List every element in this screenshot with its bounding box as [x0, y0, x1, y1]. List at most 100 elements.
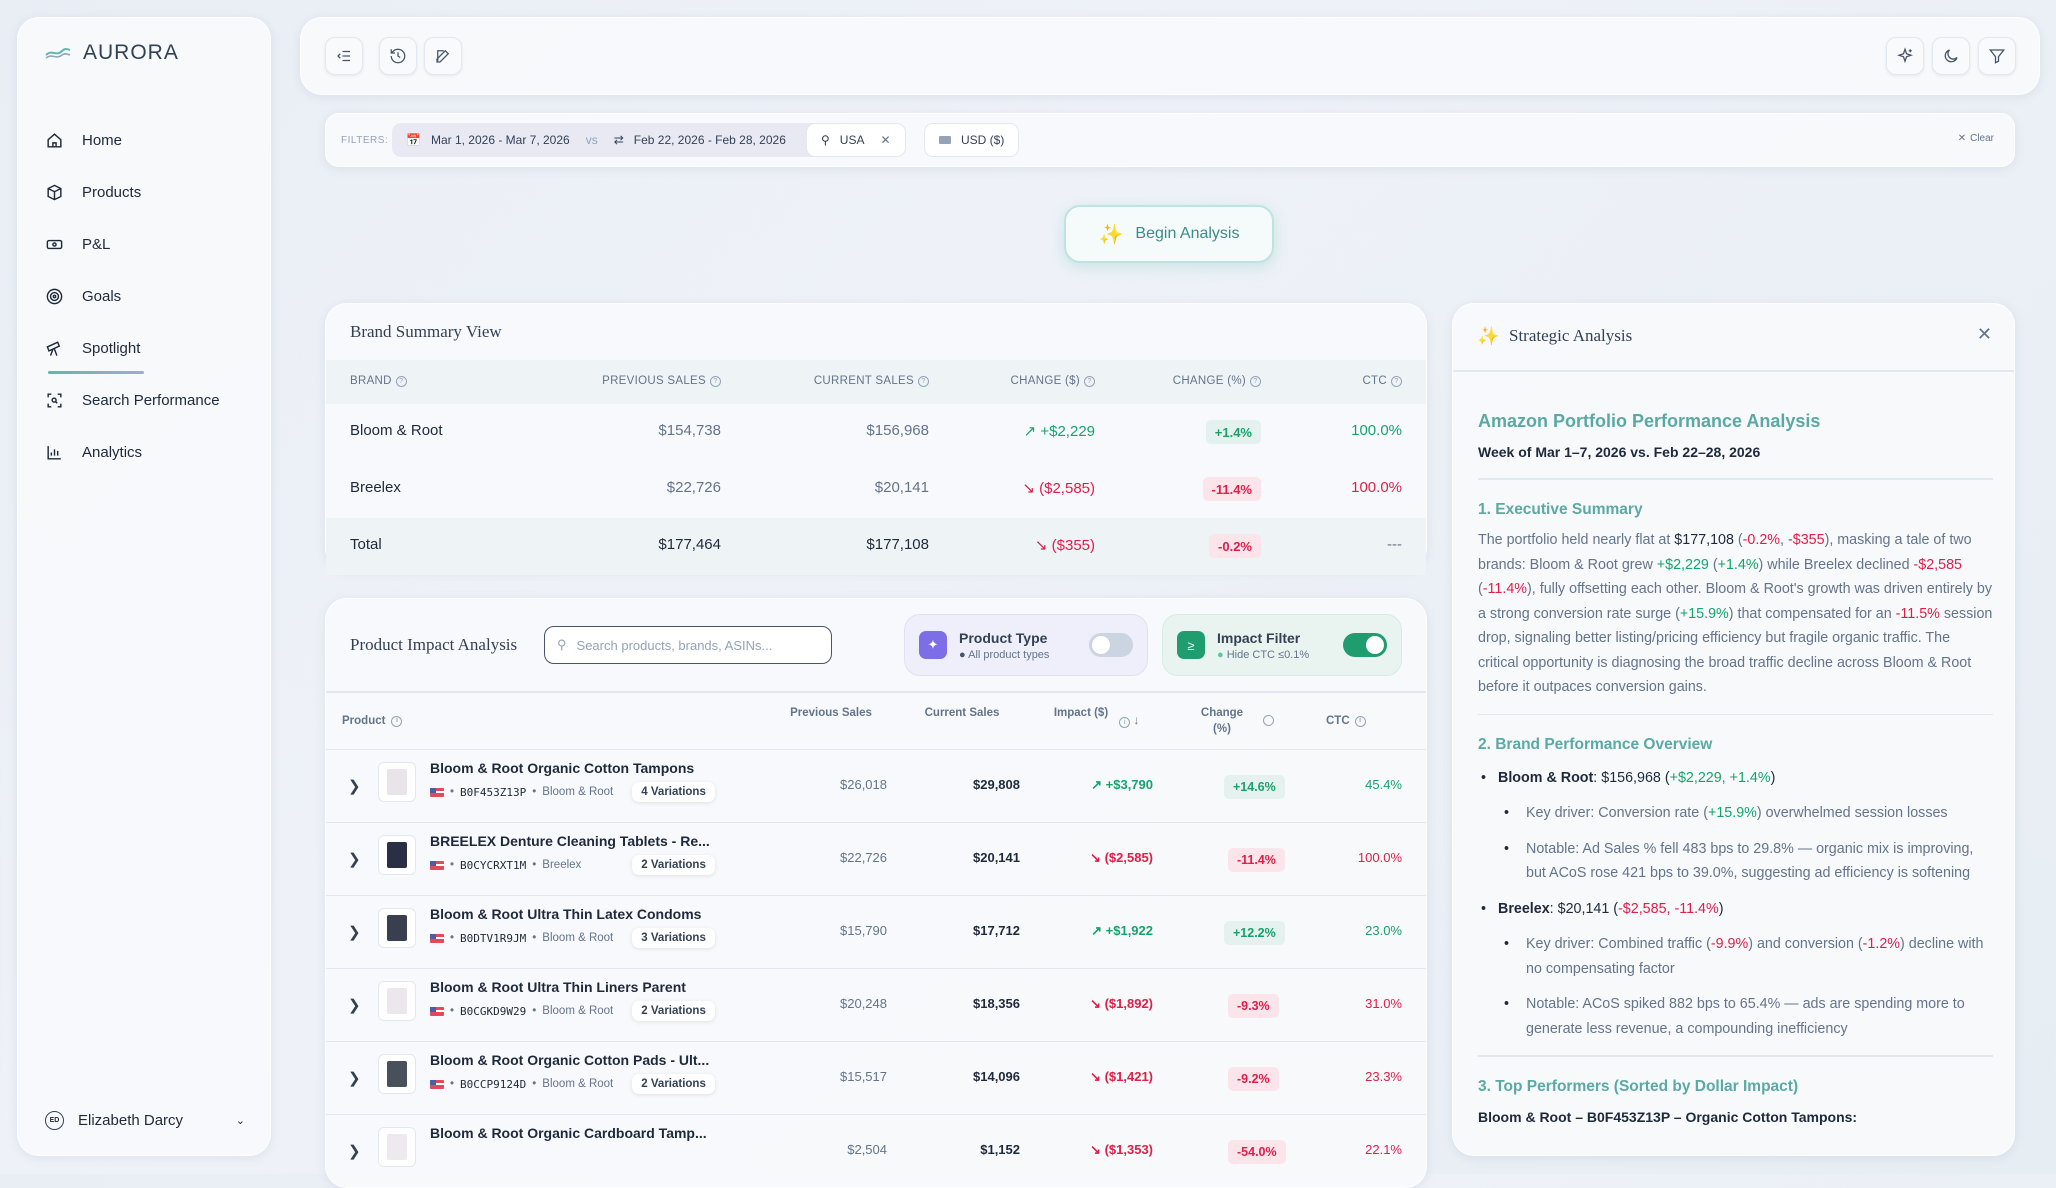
impact: +$1,922 [1105, 923, 1153, 938]
ctc-value: 100.0% [1351, 479, 1402, 496]
begin-analysis-button[interactable]: ✨ Begin Analysis [1064, 205, 1274, 263]
product-type-sub: All product types [968, 648, 1050, 661]
history-button[interactable] [379, 37, 417, 75]
remove-country-filter-icon[interactable]: ✕ [880, 133, 891, 147]
bullet-bloom-notable: Notable: Ad Sales % fell 483 bps to 29.8… [1478, 837, 1993, 886]
analysis-subheading: Week of Mar 1–7, 2026 vs. Feb 22–28, 202… [1478, 443, 1761, 460]
brand-row[interactable]: Breelex $22,726 $20,141 ↘ ($2,585) -11.4% 100… [326, 461, 1426, 518]
close-panel-button[interactable]: ✕ [1976, 324, 1992, 344]
impact: ($1,353) [1104, 1142, 1153, 1157]
sidebar-item-home[interactable]: Home [45, 131, 122, 150]
sidebar-item-products[interactable]: Products [45, 183, 141, 202]
product-row[interactable]: ❯ BREELEX Denture Cleaning Tablets - Re..… [326, 822, 1426, 895]
brand-name: Total [350, 536, 382, 553]
collapse-sidebar-button[interactable] [325, 37, 363, 75]
variations-badge[interactable]: 3 Variations [632, 928, 715, 948]
expand-row-chevron-icon[interactable]: ❯ [348, 1143, 361, 1160]
variations-badge[interactable]: 2 Variations [632, 1074, 715, 1094]
product-name: Bloom & Root Organic Cotton Tampons [430, 760, 695, 776]
wave-logo-icon [45, 48, 71, 59]
clear-label: Clear [1970, 133, 1994, 144]
text-segment: -$2,585 [1913, 556, 1963, 573]
ctc-value: 100.0% [1351, 422, 1402, 439]
brand-row[interactable]: Total $177,464 $177,108 ↘ ($355) -0.2% --- [326, 518, 1426, 575]
user-menu[interactable]: ED Elizabeth Darcy ⌄ [45, 1111, 245, 1130]
change-amount: ($355) [1051, 537, 1095, 554]
bullet-bloom-driver: Key driver: Conversion rate (+15.9%) ove… [1478, 801, 1993, 826]
asin: B0DTV1R9JM [460, 931, 527, 945]
change-pct-badge: +1.4% [1205, 420, 1261, 444]
trend-icon: ↘ [1034, 537, 1048, 554]
brand: Bloom & Root [542, 932, 614, 944]
app-logo[interactable]: AURORA [45, 41, 179, 65]
product-row[interactable]: ❯ Bloom & Root Organic Cotton Pads - Ult.… [326, 1041, 1426, 1114]
sidebar-item-goals[interactable]: Goals [45, 287, 121, 306]
sort-desc-icon[interactable]: i ↓ [1119, 713, 1139, 728]
col-header: BRAND? [350, 375, 407, 387]
sidebar-item-p-l[interactable]: P&L [45, 235, 110, 254]
sidebar-item-spotlight[interactable]: Spotlight [45, 339, 140, 358]
change-pct-badge: -54.0% [1228, 1140, 1286, 1164]
currency-filter[interactable]: USD ($) [924, 123, 1020, 157]
trend-icon: ↘ [1090, 1142, 1101, 1157]
sidebar-item-label: Products [82, 184, 142, 201]
ctc-value: 23.3% [1365, 1069, 1402, 1084]
previous-sales: $20,248 [840, 996, 887, 1011]
variations-badge[interactable]: 2 Variations [632, 855, 715, 875]
brand-row[interactable]: Bloom & Root $154,738 $156,968 ↗ +$2,229 +1.… [326, 404, 1426, 461]
sidebar: AURORA Home Products P&L Goals Spotlight Sear… [17, 17, 271, 1156]
impact: +$3,790 [1105, 777, 1153, 792]
text-segment: ) [1770, 769, 1776, 786]
clear-filters-button[interactable]: ✕ Clear [1958, 133, 1994, 144]
expand-row-chevron-icon[interactable]: ❯ [348, 778, 361, 795]
text-segment: -$355 [1787, 532, 1825, 548]
product-row[interactable]: ❯ Bloom & Root Organic Cardboard Tamp... $… [326, 1114, 1426, 1187]
currency-icon [939, 136, 951, 144]
variations-badge[interactable]: 4 Variations [632, 782, 715, 802]
ai-sparkle-button[interactable] [1886, 37, 1924, 75]
variations-badge[interactable]: 2 Variations [632, 1001, 715, 1021]
previous-sales: $177,464 [658, 536, 721, 553]
new-note-button[interactable] [424, 37, 462, 75]
avatar: ED [45, 1111, 64, 1130]
info-icon: ? [395, 375, 407, 387]
text-segment: -$2,585, -11.4% [1618, 900, 1719, 917]
previous-sales: $22,726 [840, 850, 887, 865]
filter-button[interactable] [1978, 37, 2016, 75]
dark-mode-button[interactable] [1932, 37, 1970, 75]
sidebar-item-analytics[interactable]: Analytics [45, 443, 142, 462]
magic-wand-icon: ✨ [1477, 326, 1500, 346]
compare-range: Feb 22, 2026 - Feb 28, 2026 [633, 133, 786, 147]
brand: Bloom & Root [542, 1078, 614, 1090]
change-amount: ($2,585) [1039, 480, 1095, 497]
impact-filter-switch[interactable] [1343, 633, 1387, 657]
product-row[interactable]: ❯ Bloom & Root Organic Cotton Tampons • B0F… [326, 749, 1426, 822]
date-range-filter[interactable]: 📅 Mar 1, 2026 - Mar 7, 2026 vs ⇄ Feb 22,… [392, 123, 832, 157]
sidebar-item-search-performance[interactable]: Search Performance [45, 391, 220, 410]
product-row[interactable]: ❯ Bloom & Root Ultra Thin Liners Parent • B… [326, 968, 1426, 1041]
us-flag-icon [430, 933, 444, 943]
col-header: CURRENT SALES? [814, 375, 929, 387]
col-header: CTC? [1362, 375, 1402, 387]
us-flag-icon [430, 1079, 444, 1089]
product-type-switch[interactable] [1089, 633, 1133, 657]
sparkles-icon: ✦ [919, 631, 947, 659]
text-segment: : $156,968 ( [1593, 769, 1670, 786]
expand-row-chevron-icon[interactable]: ❯ [348, 997, 361, 1014]
expand-row-chevron-icon[interactable]: ❯ [348, 851, 361, 868]
product-row[interactable]: ❯ Bloom & Root Ultra Thin Latex Condoms • B… [326, 895, 1426, 968]
text-segment: $177,108 [1674, 532, 1734, 548]
product-thumbnail [378, 762, 416, 802]
bullet-breelex-driver: Key driver: Combined traffic (-9.9%) and… [1478, 932, 1993, 981]
expand-row-chevron-icon[interactable]: ❯ [348, 1070, 361, 1087]
previous-sales: $22,726 [666, 479, 721, 496]
current-sales: $20,141 [973, 850, 1020, 865]
product-search-input[interactable]: ⚲ Search products, brands, ASINs... [544, 626, 832, 664]
col-impact[interactable]: Impact ($) [1053, 707, 1109, 719]
text-segment: -11.4% [1482, 581, 1528, 597]
product-type-title: Product Type [959, 629, 1048, 646]
country-filter[interactable]: ⚲ USA ✕ [806, 123, 906, 157]
info-icon: ? [710, 375, 721, 387]
expand-row-chevron-icon[interactable]: ❯ [348, 924, 361, 941]
current-sales: $20,141 [874, 479, 929, 496]
